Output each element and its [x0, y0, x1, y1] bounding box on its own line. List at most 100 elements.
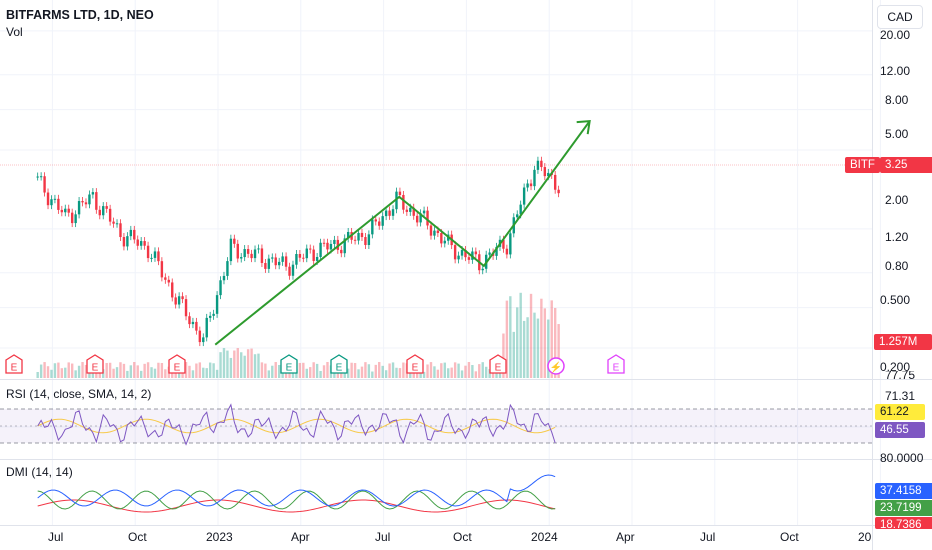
volume-bar — [50, 369, 53, 378]
candle-body — [543, 167, 547, 177]
adx-badge: 18.7386 — [875, 517, 932, 529]
volume-bar — [471, 365, 474, 378]
dmi-plus-badge: 37.4158 — [875, 483, 932, 499]
candle-body — [88, 194, 91, 205]
volume-bar — [46, 366, 50, 378]
event-marker[interactable]: E — [5, 354, 23, 374]
time-tick-apr-23: Apr — [291, 530, 310, 544]
candle-body — [122, 237, 126, 247]
candle-body — [364, 237, 367, 246]
candle-body — [136, 239, 139, 246]
dmi-title[interactable]: DMI (14, 14) — [6, 465, 73, 479]
candle-body — [381, 216, 384, 226]
candle-body — [315, 256, 319, 261]
time-tick-oct-24: Oct — [780, 530, 799, 544]
volume-bar — [395, 367, 398, 378]
candle-body — [208, 315, 212, 318]
event-marker[interactable]: ⚡ — [547, 357, 565, 375]
rsi-ma-badge: 61.22 — [875, 404, 925, 420]
volume-bar — [519, 292, 522, 378]
candle-body — [77, 201, 81, 215]
volume-badge: 1.257M — [874, 334, 932, 350]
candle-body — [374, 219, 377, 222]
volume-bar — [422, 371, 426, 378]
event-label: E — [613, 363, 620, 374]
candle-body — [353, 239, 357, 241]
volume-bar — [150, 367, 153, 378]
volume-bar — [298, 362, 302, 378]
volume-bar — [516, 307, 519, 378]
event-marker[interactable]: E — [86, 354, 104, 374]
volume-bar — [357, 369, 360, 378]
volume-bar — [426, 364, 429, 378]
candle-body — [164, 277, 167, 280]
candle-body — [536, 160, 540, 170]
event-marker[interactable]: E — [280, 354, 298, 374]
volume-bar — [402, 362, 405, 378]
ticker-badge: BITF — [845, 157, 880, 173]
volume-bar — [371, 371, 374, 378]
price-tick-8: 8.00 — [885, 93, 909, 107]
price-candles — [36, 156, 560, 347]
volume-bar — [146, 362, 150, 378]
event-marker[interactable]: E — [168, 354, 186, 374]
trend-arrow-line[interactable] — [214, 120, 591, 346]
candle-body — [250, 253, 253, 259]
candle-body — [460, 249, 464, 256]
candle-body — [257, 248, 260, 250]
event-label: E — [174, 363, 181, 374]
currency-button[interactable]: CAD — [877, 5, 923, 29]
volume-bar — [460, 370, 464, 378]
volume-bar — [236, 348, 239, 378]
candle-body — [547, 172, 550, 177]
volume-bar — [360, 366, 364, 378]
volume-bar — [315, 363, 319, 378]
event-marker[interactable]: E — [489, 354, 507, 374]
candle-body — [105, 206, 108, 209]
candle-body — [205, 317, 208, 338]
event-marker[interactable]: E — [607, 354, 625, 374]
candle-body — [453, 245, 457, 260]
candle-body — [553, 174, 557, 190]
volume-bar — [177, 371, 181, 378]
candle-body — [43, 176, 46, 193]
volume-bar — [388, 363, 391, 378]
candle-body — [143, 241, 146, 246]
candle-body — [422, 210, 426, 214]
candle-body — [291, 264, 295, 276]
candle-body — [243, 249, 246, 258]
volume-bar — [188, 365, 191, 378]
volume-bar — [36, 372, 39, 378]
volume-bar — [215, 369, 219, 378]
volume-label[interactable]: Vol — [6, 25, 23, 39]
candle-body — [346, 231, 350, 239]
rsi-title[interactable]: RSI (14, close, SMA, 14, 2) — [6, 387, 152, 401]
volume-bar — [409, 369, 412, 378]
volume-bar — [105, 362, 108, 378]
volume-bar — [119, 362, 122, 378]
candle-body — [302, 257, 305, 259]
symbol-title[interactable]: BITFARMS LTD, 1D, NEO — [6, 8, 154, 22]
volume-bar — [264, 363, 267, 378]
time-tick-jul-24: Jul — [700, 530, 716, 544]
event-markers[interactable]: E E E E E E E ⚡ E — [5, 354, 625, 375]
candle-body — [426, 210, 429, 226]
event-label: E — [92, 363, 99, 374]
candle-body — [112, 221, 115, 224]
price-tick-2: 2.00 — [885, 193, 909, 207]
dmi-plus-line — [37, 474, 556, 507]
volume-bar — [398, 368, 402, 378]
volume-bar — [277, 364, 281, 378]
event-marker[interactable]: E — [406, 354, 424, 374]
volume-bar — [205, 368, 208, 378]
candle-body — [53, 198, 57, 200]
volume-bar — [70, 363, 74, 378]
event-marker[interactable]: E — [330, 354, 348, 374]
trend-arrow-head — [576, 120, 591, 135]
candle-body — [402, 194, 405, 210]
candle-body — [415, 215, 419, 223]
candle-body — [322, 242, 326, 244]
volume-bar — [378, 362, 381, 378]
candle-body — [457, 255, 460, 260]
